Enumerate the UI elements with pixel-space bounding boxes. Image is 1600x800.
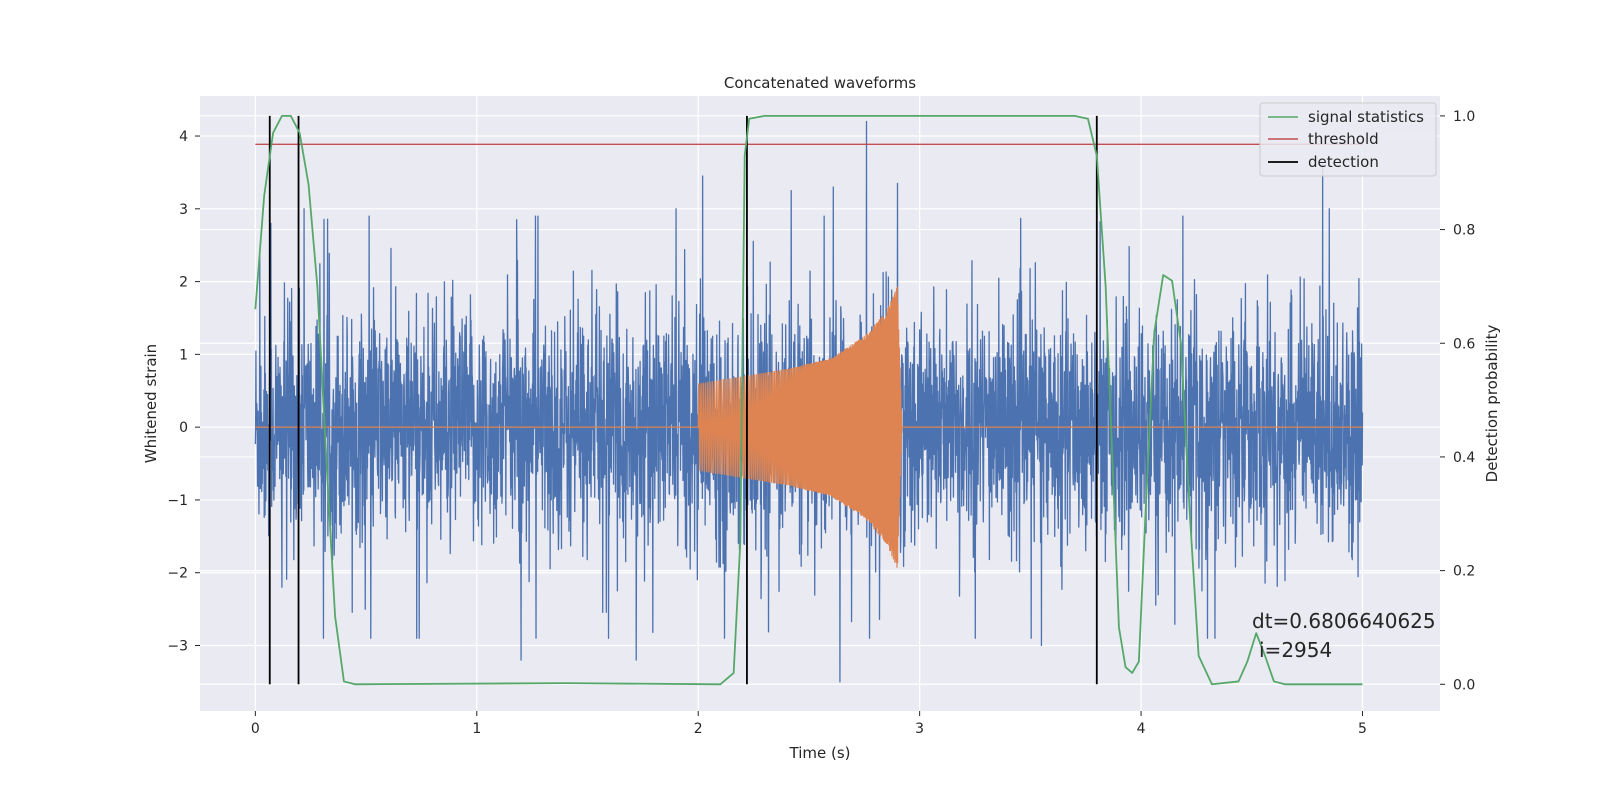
- x-axis-label: Time (s): [789, 744, 851, 762]
- series-layer: [254, 114, 1364, 686]
- y-tick-label: 3: [179, 202, 188, 218]
- y-axis-label: Whitened strain: [142, 344, 160, 463]
- y-tick-label: 2: [179, 275, 188, 291]
- legend-label-detection: detection: [1308, 153, 1379, 171]
- axes-layer: 0 1 2 3 4 5 −3 −2 −1 0 1 2 3 4 0.0 0.2 0.4 0.6 0.8 1.0: [167, 109, 1475, 737]
- signal-statistics-line: [254, 114, 1363, 686]
- x-tick-label: 5: [1358, 721, 1367, 737]
- y2-tick-label: 0.4: [1453, 450, 1475, 466]
- chart-title: Concatenated waveforms: [724, 74, 916, 92]
- y-tick-label: 0: [179, 420, 188, 436]
- y2-tick-label: 0.2: [1453, 564, 1475, 580]
- legend: signal statistics threshold detection: [1259, 102, 1437, 177]
- y-tick-label: 1: [179, 347, 188, 363]
- chirp-series-line: [255, 286, 1363, 568]
- y-tick-label: −2: [167, 566, 188, 582]
- legend-box: [1259, 102, 1437, 177]
- y2-tick-label: 0.8: [1453, 223, 1475, 239]
- y2-tick-label: 1.0: [1453, 109, 1475, 125]
- y2-tick-label: 0.6: [1453, 336, 1475, 352]
- y-tick-label: −3: [167, 638, 188, 654]
- annotations: dt=0.6806640625 i=2954: [1252, 609, 1436, 662]
- x-tick-label: 1: [472, 721, 481, 737]
- x-tick-label: 4: [1137, 721, 1146, 737]
- x-tick-label: 3: [915, 721, 924, 737]
- x-tick-label: 0: [251, 721, 260, 737]
- x-tick-label: 2: [694, 721, 703, 737]
- annotation-i: i=2954: [1259, 638, 1332, 662]
- y-tick-label: 4: [179, 129, 188, 145]
- legend-label-threshold: threshold: [1308, 130, 1379, 148]
- y2-axis-label: Detection probability: [1483, 325, 1501, 483]
- legend-label-signal-statistics: signal statistics: [1308, 108, 1424, 126]
- y2-tick-label: 0.0: [1453, 677, 1475, 693]
- y-tick-label: −1: [167, 493, 188, 509]
- annotation-dt: dt=0.6806640625: [1252, 609, 1436, 633]
